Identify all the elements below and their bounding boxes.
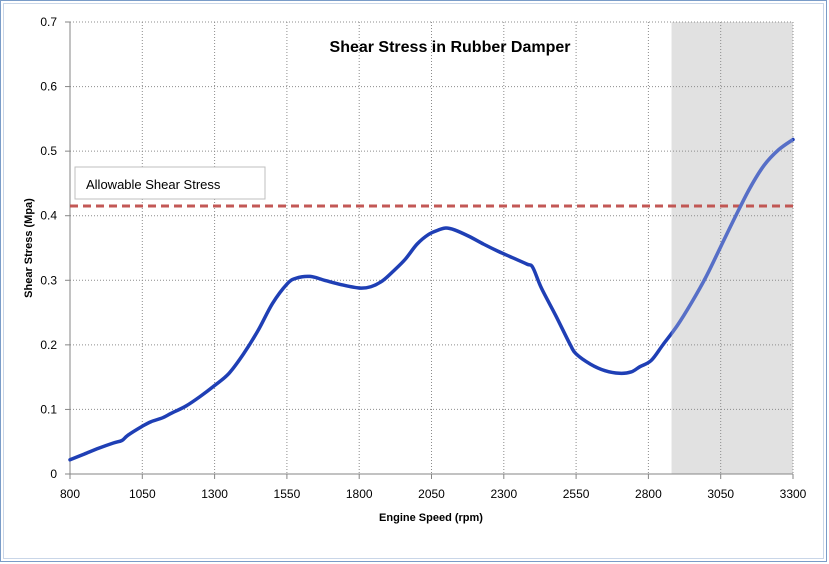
x-tick-label: 3300: [780, 487, 807, 501]
chart-title: Shear Stress in Rubber Damper: [330, 39, 571, 56]
x-tick-label: 1050: [129, 487, 156, 501]
x-tick-label: 2300: [490, 487, 517, 501]
reference-label-box: [74, 166, 266, 200]
y-tick-label: 0.2: [40, 338, 57, 352]
reference-line-label-box: Allowable Shear Stress: [74, 166, 266, 200]
y-tick-label: 0.4: [40, 209, 57, 223]
axis-layer: [65, 21, 794, 479]
x-tick-label: 2800: [635, 487, 662, 501]
y-tick-label: 0.7: [40, 15, 57, 29]
reference-line-label: Allowable Shear Stress: [86, 177, 221, 192]
tick-label-layer: 800 1050 1300 1550 1800 2050 2300 2550 2800 3050 3…: [40, 15, 806, 501]
shear-stress-line: [68, 137, 795, 462]
x-tick-label: 3050: [707, 487, 734, 501]
y-tick-label: 0.1: [40, 402, 57, 416]
x-tick-label: 800: [60, 487, 80, 501]
x-tick-label: 1800: [346, 487, 373, 501]
x-tick-label: 2550: [563, 487, 590, 501]
y-tick-label: 0.5: [40, 144, 57, 158]
x-tick-label: 1300: [201, 487, 228, 501]
y-tick-label: 0: [50, 467, 57, 481]
chart-frame-inner: [3, 3, 824, 559]
x-tick-label: 1550: [274, 487, 301, 501]
series-layer: [68, 137, 795, 462]
x-tick-label: 2050: [418, 487, 445, 501]
y-tick-label: 0.3: [40, 273, 57, 287]
grid-layer: [70, 21, 794, 474]
shaded-region: [671, 22, 793, 474]
y-tick-label: 0.6: [40, 80, 57, 94]
x-axis-label: Engine Speed (rpm): [379, 512, 483, 524]
y-axis-label: Shear Stress (Mpa): [23, 198, 35, 298]
shaded-region-layer: [671, 22, 793, 474]
